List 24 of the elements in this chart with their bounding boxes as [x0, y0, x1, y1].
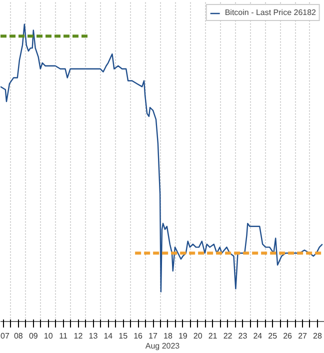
x-tick-label: 13: [88, 332, 98, 340]
x-tick-label: 23: [238, 332, 248, 340]
x-tick-label: 27: [298, 332, 308, 340]
x-tick-label: 22: [223, 332, 233, 340]
x-tick-label: 16: [134, 332, 144, 340]
x-axis-title: Aug 2023: [145, 342, 180, 350]
x-tick-label: 09: [28, 332, 38, 340]
x-tick-label: 15: [118, 332, 128, 340]
x-tick-label: 28: [313, 332, 322, 340]
x-tick-label: 07: [0, 332, 10, 340]
x-tick-label: 19: [178, 332, 188, 340]
x-tick-label: 11: [59, 332, 68, 340]
x-tick-label: 10: [44, 332, 54, 340]
x-tick-label: 20: [193, 332, 203, 340]
legend-label: Bitcoin - Last Price 26182: [224, 8, 316, 17]
x-tick-label: 14: [104, 332, 114, 340]
x-tick-label: 26: [283, 332, 293, 340]
x-tick-label: 21: [208, 332, 218, 340]
x-tick-label: 08: [14, 332, 24, 340]
x-tick-label: 12: [74, 332, 84, 340]
x-tick-label: 17: [148, 332, 158, 340]
x-tick-label: 18: [164, 332, 173, 340]
x-tick-label: 24: [253, 332, 263, 340]
x-tick-label: 25: [268, 332, 278, 340]
